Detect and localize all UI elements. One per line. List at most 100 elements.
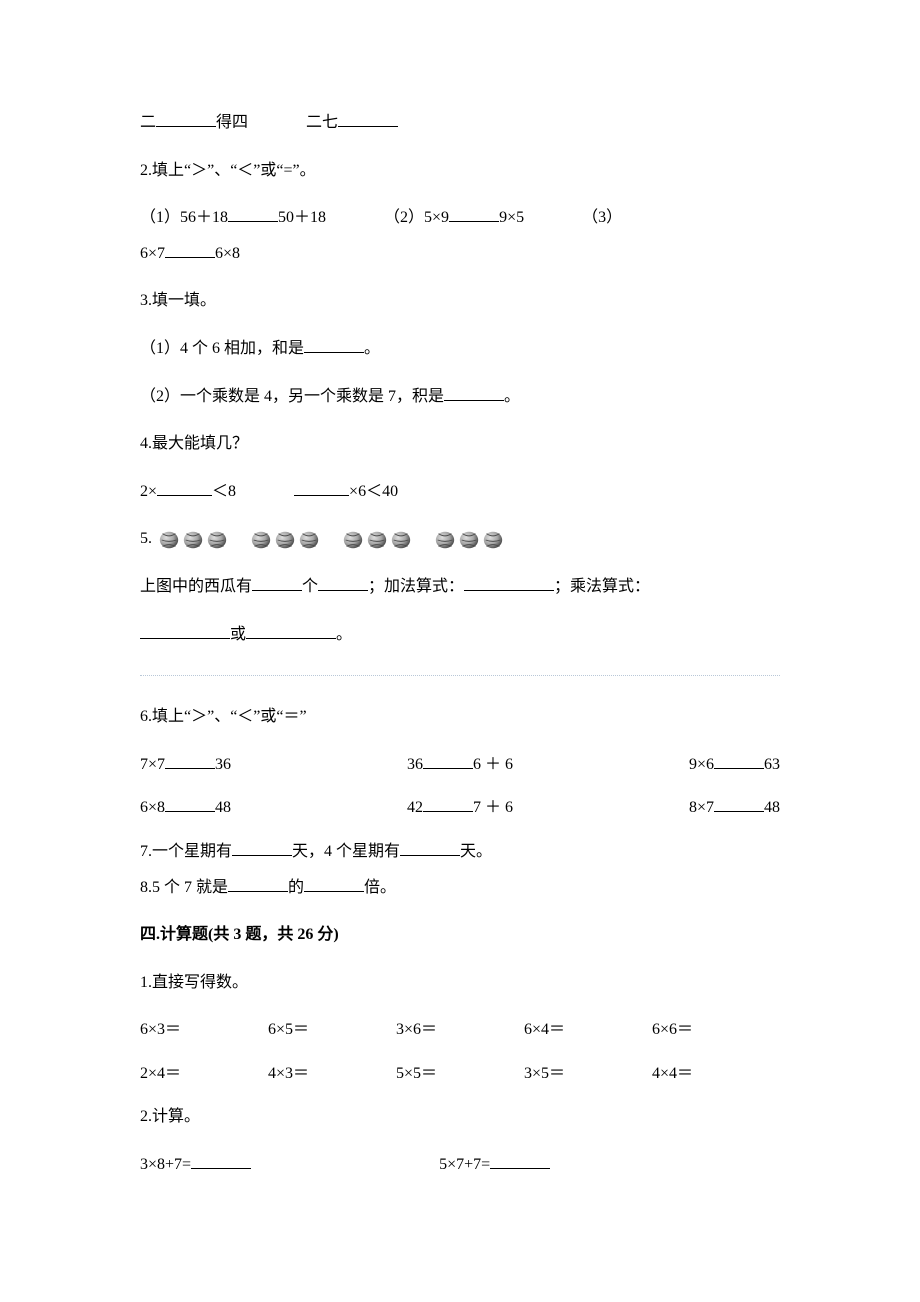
calc-cell: 3×6＝ bbox=[396, 1017, 524, 1043]
q7-a: 7.一个星期有 bbox=[140, 843, 232, 860]
compare-cell: 7×7 36 bbox=[140, 752, 231, 778]
compare-post: 6 ＋ 6 bbox=[473, 756, 513, 773]
q5-l2a: 或 bbox=[230, 626, 246, 643]
q5-count-blank[interactable] bbox=[252, 575, 302, 591]
calc2-b-blank[interactable] bbox=[490, 1153, 550, 1169]
q5-line1: 上图中的西瓜有 个 ；加法算式： ；乘法算式： bbox=[140, 574, 780, 600]
q5-l1d: ；乘法算式： bbox=[554, 578, 650, 595]
calc-cell: 4×3＝ bbox=[268, 1061, 396, 1087]
worksheet-page: 二得四 二七 2.填上“＞”、“＜”或“=”。 （1）56＋1850＋18 （2… bbox=[0, 0, 920, 1260]
q8-blank2[interactable] bbox=[304, 876, 364, 892]
q6-row1: 7×7 36 366 ＋ 6 9×6 63 bbox=[140, 752, 780, 778]
compare-blank[interactable] bbox=[165, 796, 215, 812]
q7-blank1[interactable] bbox=[232, 840, 292, 856]
compare-post: 7 ＋ 6 bbox=[473, 799, 513, 816]
calc1-row1: 6×3＝6×5＝3×6＝6×4＝6×6＝ bbox=[140, 1017, 780, 1043]
q7-blank2[interactable] bbox=[400, 840, 460, 856]
q4-title: 4.最大能填几？ bbox=[140, 431, 780, 457]
watermelon-icon bbox=[274, 529, 296, 551]
compare-post: 48 bbox=[215, 799, 231, 816]
q5-mul1-blank[interactable] bbox=[140, 623, 230, 639]
q8-c: 倍。 bbox=[364, 879, 396, 896]
q5-l1c: ；加法算式： bbox=[368, 578, 464, 595]
q8-a: 8.5 个 7 就是 bbox=[140, 879, 228, 896]
calc2-title: 2.计算。 bbox=[140, 1104, 780, 1130]
calc-cell: 4×4＝ bbox=[652, 1061, 780, 1087]
calc2-a: 3×8+7= bbox=[140, 1156, 191, 1173]
q7-c: 天。 bbox=[460, 843, 492, 860]
watermelon-icon bbox=[158, 529, 180, 551]
q5-line2: 或。 bbox=[140, 622, 780, 648]
compare-post: 48 bbox=[764, 799, 780, 816]
calc1-row2: 2×4＝4×3＝5×5＝3×5＝4×4＝ bbox=[140, 1061, 780, 1087]
compare-blank[interactable] bbox=[423, 796, 473, 812]
q1-right-prefix: 二七 bbox=[306, 114, 338, 131]
q5-unit-blank[interactable] bbox=[318, 575, 368, 591]
watermelon-icon bbox=[482, 529, 504, 551]
q8-blank1[interactable] bbox=[228, 876, 288, 892]
q5-number: 5. bbox=[140, 526, 152, 552]
watermelon-icon bbox=[182, 529, 204, 551]
q3-b-text: （2）一个乘数是 4，另一个乘数是 7，积是 bbox=[140, 388, 444, 405]
q2-c1-blank[interactable] bbox=[228, 206, 278, 222]
q8-b: 的 bbox=[288, 879, 304, 896]
q2-c2-post: 9×5 bbox=[499, 209, 524, 226]
melon-group bbox=[158, 526, 230, 552]
q5-l2b: 。 bbox=[336, 626, 352, 643]
q5-mul2-blank[interactable] bbox=[246, 623, 336, 639]
melon-group bbox=[434, 526, 506, 552]
melon-group bbox=[250, 526, 322, 552]
q4-line: 2×＜8 ×6＜40 bbox=[140, 479, 780, 505]
q5-add-blank[interactable] bbox=[464, 575, 554, 591]
compare-cell: 6×8 48 bbox=[140, 795, 231, 821]
q2-c2-pre: （2）5×9 bbox=[384, 209, 449, 226]
compare-pre: 6×8 bbox=[140, 799, 165, 816]
calc-cell: 5×5＝ bbox=[396, 1061, 524, 1087]
q2-c3b-post: 6×8 bbox=[215, 245, 240, 262]
q5-l1b: 个 bbox=[302, 578, 318, 595]
q1-left-suffix: 得四 bbox=[216, 114, 248, 131]
watermelon-icon bbox=[250, 529, 272, 551]
q1-left-blank[interactable] bbox=[156, 111, 216, 127]
q2-line2: 6×76×8 bbox=[140, 241, 780, 267]
q2-c3-blank[interactable] bbox=[165, 242, 215, 258]
melon-group bbox=[342, 526, 414, 552]
compare-blank[interactable] bbox=[423, 753, 473, 769]
watermelon-icon bbox=[390, 529, 412, 551]
q4-b-blank[interactable] bbox=[294, 480, 349, 496]
calc1-title: 1.直接写得数。 bbox=[140, 970, 780, 996]
compare-blank[interactable] bbox=[714, 796, 764, 812]
compare-post: 63 bbox=[764, 756, 780, 773]
q4-b-post: ×6＜40 bbox=[349, 483, 398, 500]
q3-a-blank[interactable] bbox=[304, 337, 364, 353]
calc2-line: 3×8+7= 5×7+7= bbox=[140, 1152, 780, 1178]
compare-post: 36 bbox=[215, 756, 231, 773]
compare-cell: 366 ＋ 6 bbox=[407, 752, 513, 778]
watermelon-icon bbox=[366, 529, 388, 551]
compare-cell: 8×748 bbox=[689, 795, 780, 821]
calc-cell: 6×6＝ bbox=[652, 1017, 780, 1043]
compare-pre: 7×7 bbox=[140, 756, 165, 773]
calc-cell: 6×4＝ bbox=[524, 1017, 652, 1043]
compare-cell: 427 ＋ 6 bbox=[407, 795, 513, 821]
calc2-a-blank[interactable] bbox=[191, 1153, 251, 1169]
q4-a-blank[interactable] bbox=[157, 480, 212, 496]
watermelon-icon bbox=[298, 529, 320, 551]
calc2-b: 5×7+7= bbox=[439, 1156, 490, 1173]
watermelon-icon bbox=[342, 529, 364, 551]
q2-c3-pre: （3） bbox=[582, 209, 622, 226]
q6-row2: 6×8 48 427 ＋ 6 8×748 bbox=[140, 795, 780, 821]
q3-a: （1）4 个 6 相加，和是。 bbox=[140, 336, 780, 362]
calc-cell: 6×5＝ bbox=[268, 1017, 396, 1043]
q3-b-blank[interactable] bbox=[444, 385, 504, 401]
compare-blank[interactable] bbox=[714, 753, 764, 769]
q7-line: 7.一个星期有天，4 个星期有天。 bbox=[140, 839, 780, 865]
q5-l1a: 上图中的西瓜有 bbox=[140, 578, 252, 595]
compare-pre: 9×6 bbox=[689, 756, 714, 773]
q2-title: 2.填上“＞”、“＜”或“=”。 bbox=[140, 158, 780, 184]
q2-c2-blank[interactable] bbox=[449, 206, 499, 222]
q2-c1-post: 50＋18 bbox=[278, 209, 326, 226]
q1-right-blank[interactable] bbox=[338, 111, 398, 127]
calc-cell: 6×3＝ bbox=[140, 1017, 268, 1043]
compare-blank[interactable] bbox=[165, 753, 215, 769]
